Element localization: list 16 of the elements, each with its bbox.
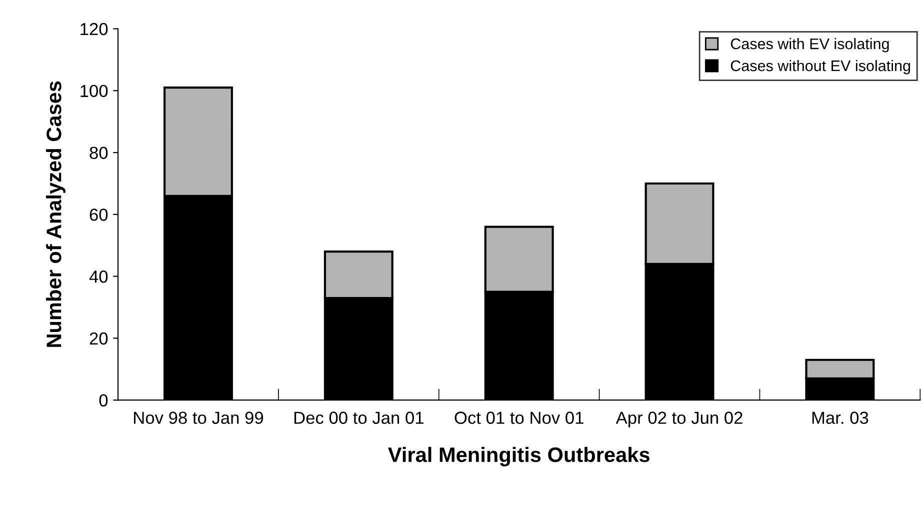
x-tick-label: Mar. 03	[812, 412, 868, 424]
y-axis-title: Number of Analyzed Cases	[46, 81, 66, 347]
y-tick-label: 100	[80, 84, 108, 98]
y-tick-label: 60	[90, 208, 108, 221]
x-tick-label: Dec 00 to Jan 01	[294, 412, 424, 424]
y-tick-label: 80	[90, 146, 108, 160]
x-axis-title: Viral Meningitis Outbreaks	[388, 446, 650, 466]
x-tick-label: Apr 02 to Jun 02	[616, 412, 742, 428]
legend-label: Cases without EV isolating	[730, 60, 910, 74]
y-tick-label: 40	[89, 270, 108, 283]
y-tick-label: 0	[99, 394, 108, 407]
x-tick-label: Nov 98 to Jan 99	[134, 412, 264, 424]
legend-label: Cases with EV isolating	[730, 38, 889, 52]
y-tick-label: 20	[90, 332, 108, 345]
x-tick-label: Oct 01 to Nov 01	[454, 412, 584, 424]
y-tick-label: 120	[80, 22, 108, 36]
